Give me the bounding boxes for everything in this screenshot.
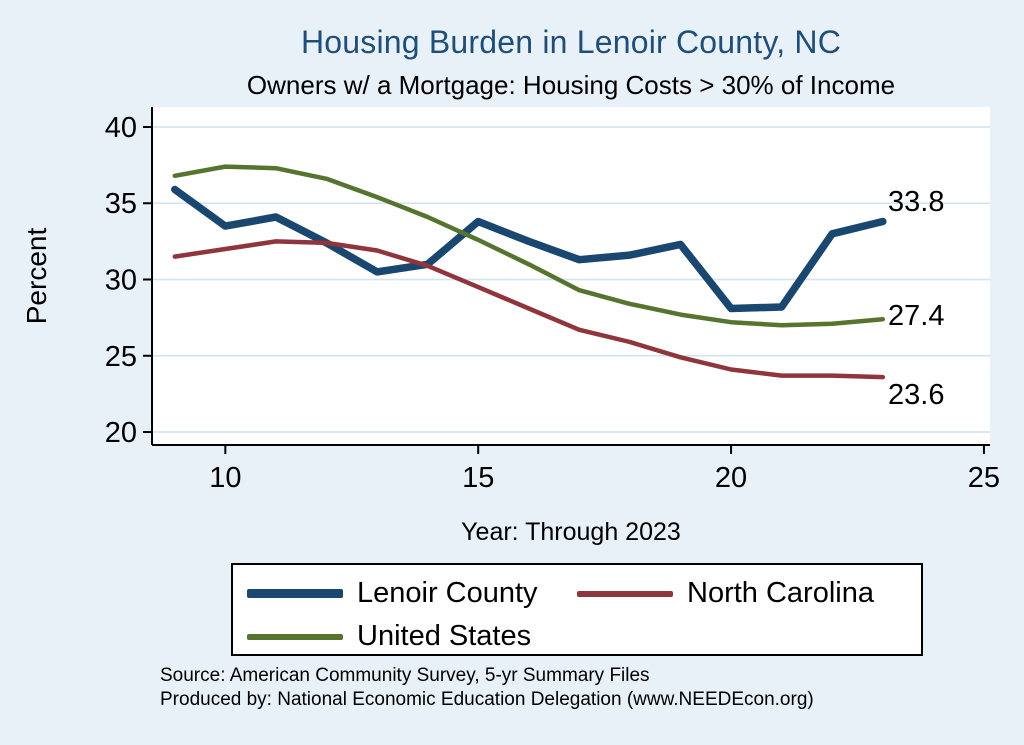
x-tick-label-10: 10 — [209, 462, 241, 494]
chart-title: Housing Burden in Lenoir County, NC — [300, 24, 842, 60]
end-value-label-lenoir-county: 33.8 — [888, 186, 945, 218]
y-tick-label-25: 25 — [105, 341, 137, 373]
legend-grid: Lenoir County North Carolina United Stat… — [233, 565, 921, 653]
legend: Lenoir County North Carolina United Stat… — [231, 563, 923, 656]
produced-by-line: Produced by: National Economic Education… — [160, 689, 814, 710]
end-value-label-united-states: 27.4 — [888, 300, 945, 332]
legend-item-lenoir-county: Lenoir County — [247, 577, 577, 610]
legend-label-north-carolina: North Carolina — [687, 577, 874, 609]
source-line: Source: American Community Survey, 5-yr … — [160, 665, 650, 686]
legend-label-lenoir-county: Lenoir County — [357, 577, 538, 609]
series-line-lenoir-county — [171, 185, 887, 313]
x-tick-label-25: 25 — [968, 462, 1000, 494]
y-tick-label-35: 35 — [105, 188, 137, 220]
y-axis-title: Percent — [21, 228, 52, 325]
chart-subtitle: Owners w/ a Mortgage: Housing Costs > 30… — [246, 70, 896, 100]
legend-label-united-states: United States — [357, 620, 532, 652]
legend-swatch-north-carolina — [577, 590, 673, 597]
legend-swatch-united-states — [247, 633, 343, 640]
series-line-north-carolina — [172, 239, 886, 380]
x-tick-label-15: 15 — [462, 462, 494, 494]
plot-area — [152, 107, 990, 445]
y-tick-label-20: 20 — [105, 417, 137, 449]
y-tick-label-40: 40 — [105, 112, 137, 144]
source-block: Source: American Community Survey, 5-yr … — [160, 664, 814, 712]
y-tick-label-30: 30 — [105, 265, 137, 297]
series-line-united-states — [172, 164, 886, 328]
end-value-label-north-carolina: 23.6 — [888, 379, 945, 411]
legend-swatch-lenoir-county — [247, 589, 343, 598]
plot-svg: 20 25 30 35 40 10 15 20 25 Percent — [21, 107, 1000, 494]
legend-item-north-carolina: North Carolina — [577, 577, 907, 610]
x-tick-label-20: 20 — [715, 462, 747, 494]
x-axis-title: Year: Through 2023 — [461, 518, 681, 546]
legend-item-united-states: United States — [247, 620, 577, 653]
